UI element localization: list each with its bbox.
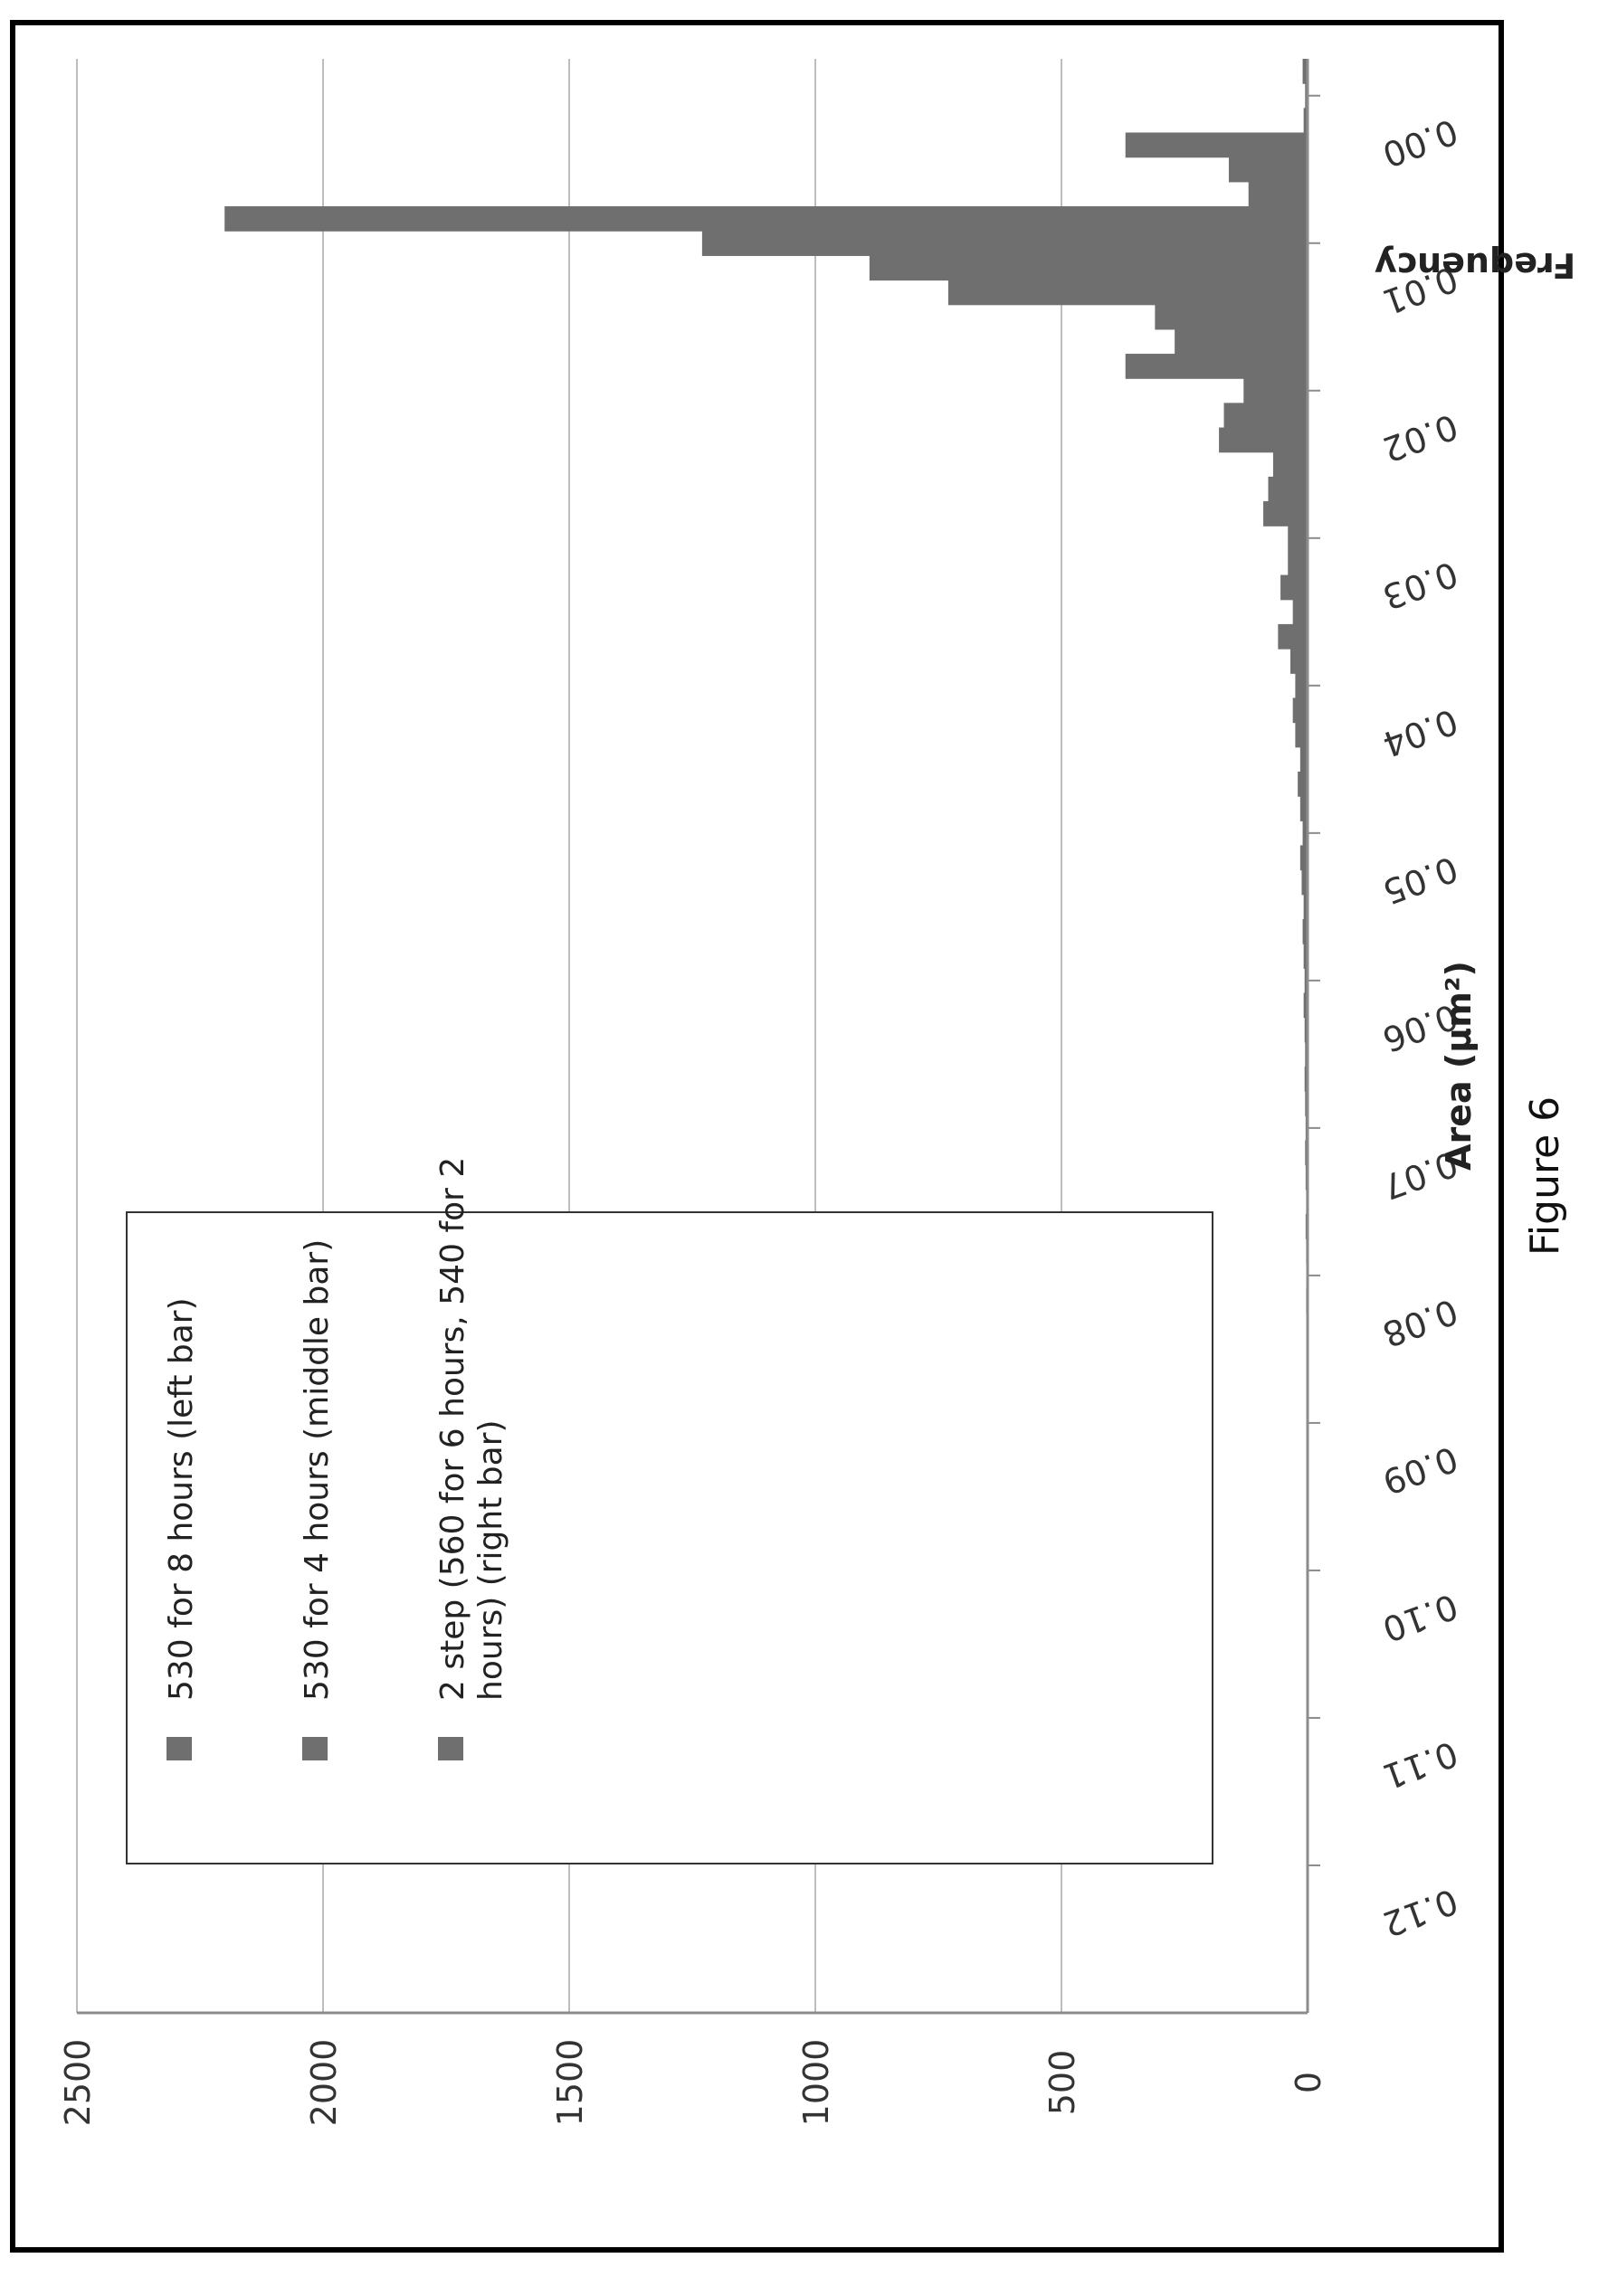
bar-series-2-bin-11 [1302,918,1308,944]
bar-series-1-bin-6 [1288,526,1308,551]
bar-series-1-bin-10 [1302,821,1308,847]
bar-series-0-bin-11 [1301,869,1308,896]
y-tick-labels: 0 500 1000 1500 2000 2500 [58,2039,1328,2127]
bar-series-1-bin-7 [1292,599,1308,625]
bar-series-2-bin-2 [869,255,1308,281]
bar-series-1-bin-11 [1303,894,1308,920]
bar-series-2-bin-4 [1223,403,1308,429]
y-tick-label: 2500 [58,2039,98,2127]
legend-swatch-2 [438,1737,463,1760]
bar-series-0-bin-1 [1125,132,1308,158]
bar-series-0-bin-5 [1219,427,1308,453]
bar-series-2-bin-13 [1304,1066,1308,1092]
legend-swatch-1 [302,1737,328,1760]
bar-series-0-bin-13 [1304,1017,1308,1043]
bar-series-0-bin-10 [1299,796,1308,821]
legend-label-2: hours) (right bar) [472,1419,509,1701]
figure-caption: Figure 6 [1522,1096,1568,1256]
bar-series-0-bin-6 [1263,501,1308,527]
bar-series-2-bin-7 [1278,623,1308,650]
legend-box [126,1211,1213,1864]
legend-swatch-0 [167,1737,192,1760]
bar-series-0-bin-2 [224,206,1308,232]
bar-series-0-bin-12 [1303,944,1308,969]
bar-series-2-bin-10 [1299,845,1308,871]
y-tick-label: 500 [1042,2050,1082,2116]
bar-series-1-bin-2 [701,231,1308,256]
bar-series-1-bin-1 [1228,157,1308,183]
bar-series-0-bin-4 [1125,354,1308,379]
y-tick-label: 0 [1289,2072,1328,2093]
bar-series-1-bin-12 [1304,968,1308,994]
bar-series-2-bin-3 [1175,328,1308,355]
axes [77,59,1320,2015]
bar-series-1-bin-3 [1155,304,1308,330]
bar-series-0-bin-8 [1289,649,1308,674]
y-tick-label: 1500 [550,2039,590,2127]
y-tick-label: 1000 [796,2039,836,2127]
bar-series-1-bin-9 [1299,746,1308,773]
y-axis-title: Frequency [1375,245,1576,285]
y-tick-label: 2000 [304,2039,344,2127]
bar-series-0-bin-9 [1295,722,1308,748]
bar-series-0-bin-3 [947,280,1308,306]
bar-series-0-bin-7 [1280,574,1308,601]
bar-series-2-bin-9 [1298,771,1308,797]
legend-label-0: 530 for 8 hours (left bar) [163,1297,200,1701]
bar-series-2-bin-0 [1303,108,1308,134]
bars [224,59,1308,1608]
bar-series-1-bin-8 [1295,673,1308,699]
bar-series-0-bin-0 [1302,59,1308,84]
bar-series-2-bin-8 [1292,697,1308,724]
bar-series-2-bin-6 [1288,550,1308,576]
legend-label-1: 530 for 4 hours (middle bar) [299,1239,336,1701]
bar-series-2-bin-5 [1268,476,1308,502]
bar-series-1-bin-4 [1243,378,1308,403]
legend-label-2: 2 step (560 for 6 hours, 540 for 2 [434,1157,471,1701]
bar-series-2-bin-1 [1248,181,1308,207]
x-axis-title: Area (μm²) [1439,961,1479,1171]
bar-series-2-bin-12 [1303,992,1308,1019]
legend: 530 for 8 hours (left bar) 530 for 4 hour… [126,1157,1213,1864]
bar-series-1-bin-5 [1272,451,1308,478]
